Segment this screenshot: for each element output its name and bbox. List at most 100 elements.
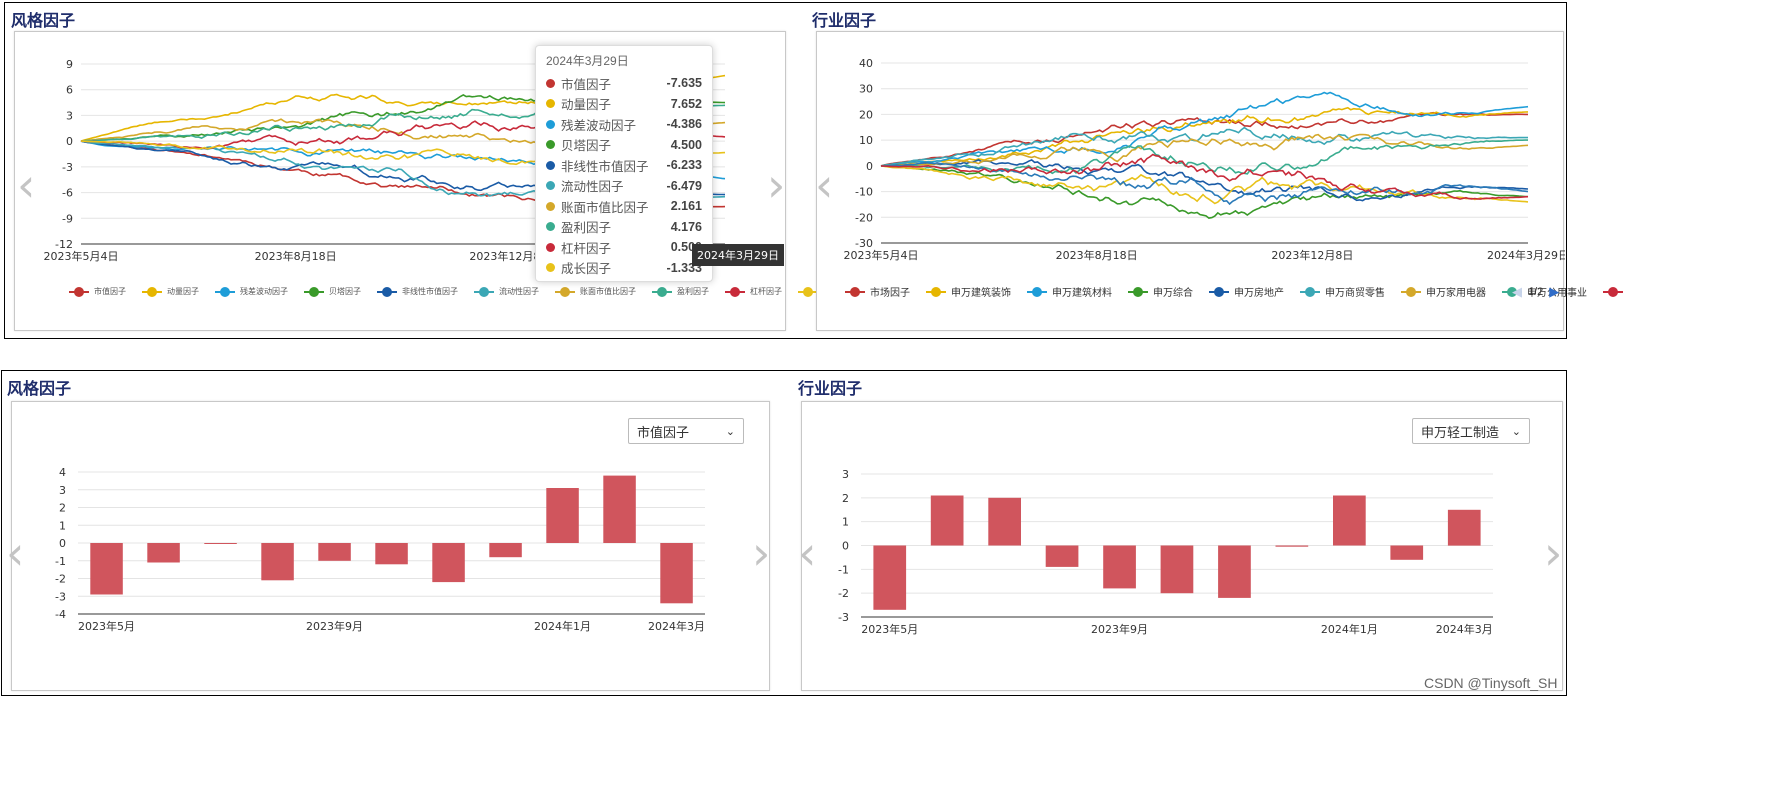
legend-item[interactable]: 流动性因子 <box>474 286 539 297</box>
legend-item[interactable]: 申万家用电器 <box>1401 284 1486 299</box>
legend-item[interactable]: 动量因子 <box>142 286 199 297</box>
tooltip-series-name: 贝塔因子 <box>561 139 612 154</box>
style-factor-bar-chart[interactable]: 4 3 2 1 0 -1 -2 -3 -4 2023年5月 2023年9月 2024年1月 2024年3… <box>12 402 771 692</box>
x-tick-label: 2023年12月8日 <box>469 249 551 263</box>
tooltip-dot <box>546 78 555 88</box>
x-tick-label: 2024年1月 <box>1321 622 1378 636</box>
bar-2023年11月 <box>432 543 465 583</box>
legend-item[interactable]: 申万综合 <box>1128 284 1193 299</box>
tooltip-row: 残差波动因子 -4.386 <box>546 114 702 135</box>
legend-label: 申万综合 <box>1153 288 1193 299</box>
x-tick-label: 2023年12月8日 <box>1271 248 1353 262</box>
legend-item[interactable]: 盈利因子 <box>652 286 709 297</box>
legend-label: 残差波动因子 <box>240 287 288 296</box>
top-dashboard-frame: 风格因子 行业因子 9 6 3 0 -3 -6 -9 -12 2023年5月4日 2023年8月1… <box>4 2 1623 339</box>
legend-marker-icon <box>215 286 235 297</box>
tooltip-series-value: -4.386 <box>666 117 702 132</box>
style-factor-bar-card: 4 3 2 1 0 -1 -2 -3 -4 2023年5月 2023年9月 2024年1月 2024年3… <box>6 401 771 692</box>
tooltip-series-name: 成长因子 <box>561 262 612 277</box>
legend-label: 账面市值比因子 <box>580 287 636 296</box>
bar-2023年12月 <box>489 543 522 558</box>
tooltip-series-value: 4.176 <box>670 219 702 234</box>
pager-prev-icon[interactable]: ◀ <box>1512 284 1522 299</box>
axis-pointer-label: 2024年3月29日 <box>692 244 784 266</box>
chevron-down-icon: ⌄ <box>725 425 735 438</box>
legend-marker-icon <box>845 286 865 297</box>
legend-item[interactable]: 申万房地产 <box>1209 284 1284 299</box>
tooltip-series-name: 盈利因子 <box>561 221 612 236</box>
y-tick-label: -3 <box>838 611 849 624</box>
y-tick-label: 9 <box>66 58 73 71</box>
tooltip-dot <box>546 99 555 109</box>
y-tick-label: -3 <box>62 161 73 174</box>
chevron-right-icon[interactable]: › <box>1544 526 1563 580</box>
y-tick-label: 2 <box>59 502 66 515</box>
y-tick-label: 20 <box>859 108 873 121</box>
chevron-left-icon[interactable]: ‹ <box>6 526 25 580</box>
y-tick-label: 30 <box>859 83 873 96</box>
chevron-left-icon[interactable]: ‹ <box>17 158 36 212</box>
bar-2023年5月 <box>90 543 123 595</box>
y-tick-label: 0 <box>59 537 66 550</box>
y-tick-label: 2 <box>842 492 849 505</box>
legend-label: 市值因子 <box>94 287 126 296</box>
legend-marker-icon <box>474 286 494 297</box>
style-factor-select[interactable]: 市值因子 ⌄ <box>628 418 744 444</box>
pager-next-icon[interactable]: ▶ <box>1549 284 1560 299</box>
chevron-left-icon[interactable]: ‹ <box>798 526 817 580</box>
x-tick-label: 2023年5月 <box>78 619 135 633</box>
legend-item[interactable]: 申万建筑材料 <box>1027 284 1112 299</box>
legend-item[interactable]: 市值因子 <box>69 286 126 297</box>
legend-item[interactable]: 杠杆因子 <box>725 286 782 297</box>
legend-marker-icon <box>1603 286 1623 297</box>
bar-2023年8月 <box>1045 545 1079 567</box>
x-tick-label: 2024年3月29日 <box>1487 248 1565 262</box>
legend-label: 申万公用事业 <box>1527 288 1587 299</box>
tooltip-series-value: 7.652 <box>670 96 702 111</box>
legend-item[interactable]: 账面市值比因子 <box>555 286 636 297</box>
y-tick-label: 0 <box>866 160 873 173</box>
tooltip-row: 杠杆因子 0.500 <box>546 237 702 258</box>
bar-2023年11月 <box>1218 545 1251 598</box>
legend-item[interactable]: 申万公用事业 <box>1502 284 1587 299</box>
tooltip-row: 流动性因子 -6.479 <box>546 176 702 197</box>
y-tick-label: 1 <box>59 519 66 532</box>
legend-marker-icon <box>69 286 89 297</box>
legend-marker-icon <box>1502 286 1522 297</box>
chevron-right-icon[interactable]: › <box>752 526 771 580</box>
legend-label: 杠杆因子 <box>750 287 782 296</box>
tooltip-series-name: 市值因子 <box>561 77 612 92</box>
legend-label: 流动性因子 <box>499 287 539 296</box>
chevron-left-icon[interactable]: ‹ <box>815 158 834 212</box>
tooltip-row: 账面市值比因子 2.161 <box>546 196 702 217</box>
legend-item[interactable]: 申万商贸零售 <box>1300 284 1385 299</box>
bottom-dashboard-frame: 风格因子 行业因子 4 3 2 1 0 -1 -2 -3 -4 2023年5月 2023年9月 202… <box>1 370 1567 696</box>
y-tick-label: 1 <box>842 516 849 529</box>
tooltip-row: 非线性市值因子 -6.233 <box>546 155 702 176</box>
industry-factor-bar-chart[interactable]: 3 2 1 0 -1 -2 -3 2023年5月 2023年9月 2024年1月 2024年3月 <box>802 402 1564 692</box>
legend-item[interactable]: 残差波动因子 <box>215 286 288 297</box>
legend-item[interactable]: 申万建筑装饰 <box>926 284 1011 299</box>
y-tick-label: -2 <box>55 573 66 586</box>
bar-2024年3月 <box>660 543 693 604</box>
bar-2024年1月 <box>1333 495 1366 546</box>
legend-marker-icon <box>1209 286 1229 297</box>
legend-marker-icon <box>652 286 672 297</box>
y-tick-label: 6 <box>66 84 73 97</box>
legend-label: 贝塔因子 <box>329 287 361 296</box>
legend-marker-icon <box>377 286 397 297</box>
legend-marker-icon <box>304 286 324 297</box>
bar-2023年6月 <box>147 543 180 563</box>
legend-marker-icon <box>1300 286 1320 297</box>
y-tick-label: -4 <box>55 608 66 621</box>
y-tick-label: 3 <box>66 109 73 122</box>
legend-item[interactable]: 市场因子 <box>845 284 910 299</box>
legend-item[interactable]: 贝塔因子 <box>304 286 361 297</box>
tooltip-series-value: -6.233 <box>666 158 702 173</box>
industry-factor-bar-card: 3 2 1 0 -1 -2 -3 2023年5月 2023年9月 2024年1月 2024年3月 ‹… <box>798 401 1564 692</box>
legend-item[interactable]: 非线性市值因子 <box>377 286 458 297</box>
chevron-down-icon: ⌄ <box>1511 425 1521 438</box>
chevron-right-icon[interactable]: › <box>767 158 786 212</box>
industry-factor-select[interactable]: 申万轻工制造 ⌄ <box>1412 418 1530 444</box>
